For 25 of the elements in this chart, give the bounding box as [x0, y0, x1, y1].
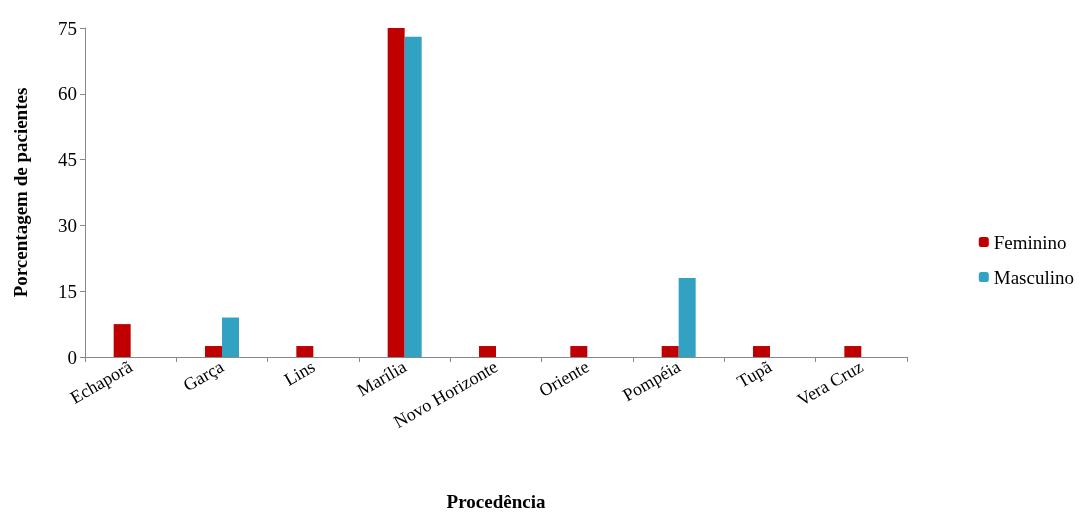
bar	[678, 278, 696, 357]
bar	[844, 346, 862, 357]
y-axis-title: Porcentagem de pacientes	[10, 87, 31, 298]
x-tick-label: Lins	[280, 356, 319, 390]
y-tick-label: 60	[58, 83, 77, 105]
x-axis-title: Procedência	[446, 491, 546, 512]
legend-label: Masculino	[993, 266, 1075, 288]
bar	[753, 346, 770, 357]
bar	[296, 346, 314, 357]
y-tick-label: 30	[58, 214, 77, 236]
legend-label: Feminino	[993, 231, 1067, 253]
bar	[404, 36, 422, 357]
bar	[387, 28, 405, 357]
x-tick-label: Tupã	[733, 356, 776, 392]
bar	[570, 346, 588, 357]
bar	[661, 346, 679, 357]
bar	[479, 346, 496, 357]
bar	[113, 324, 131, 357]
x-tick-label: Vera Cruz	[793, 356, 867, 410]
x-tick-label: Garça	[179, 356, 227, 396]
bar	[222, 317, 239, 357]
y-tick-label: 75	[58, 17, 77, 39]
bar	[205, 346, 222, 357]
y-tick-label: 45	[58, 149, 77, 171]
y-tick-label: 15	[58, 280, 77, 302]
